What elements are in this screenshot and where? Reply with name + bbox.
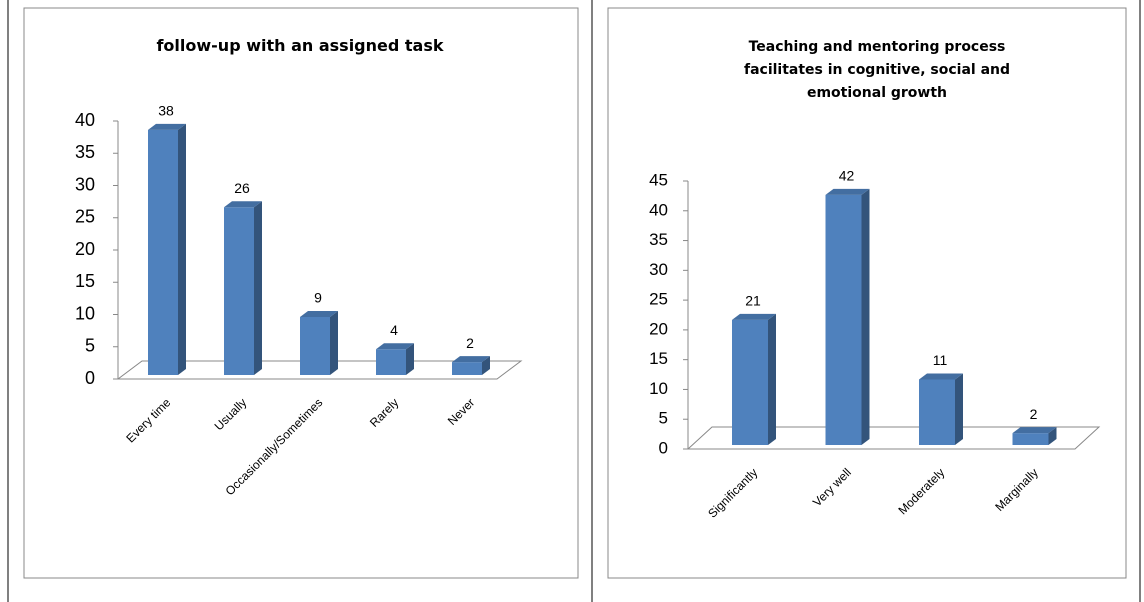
y-tick-label: 35 <box>75 142 95 162</box>
y-tick-label: 40 <box>649 200 668 219</box>
bar-side <box>861 188 870 445</box>
bar-front <box>224 207 254 375</box>
y-tick-label: 25 <box>75 207 95 227</box>
bar-top <box>224 201 262 208</box>
chart-title: follow-up with an assigned task <box>156 36 444 55</box>
bar-top <box>148 123 186 130</box>
bar-top <box>376 343 414 350</box>
bar-front <box>376 349 406 375</box>
x-tick-label: Every time <box>123 395 173 445</box>
bar-side <box>254 201 262 375</box>
value-label: 4 <box>390 322 398 338</box>
chart-frame <box>607 7 1127 579</box>
bar-front <box>300 316 330 375</box>
y-tick-label: 30 <box>75 174 95 194</box>
x-tick-label: Rarely <box>367 395 401 429</box>
y-tick-label: 45 <box>649 170 668 189</box>
bar-front <box>825 194 862 445</box>
bar <box>224 201 262 375</box>
floor <box>116 360 523 380</box>
y-tick-label: 0 <box>85 368 95 388</box>
bar-side <box>1048 427 1057 445</box>
value-label: 9 <box>314 290 322 306</box>
bar-side <box>178 123 186 376</box>
bar-top <box>452 356 490 363</box>
bar-side <box>768 313 776 445</box>
bar-side <box>482 356 490 375</box>
y-tick-label: 20 <box>649 319 668 338</box>
value-label: 38 <box>158 103 174 119</box>
y-tick-label: 5 <box>85 336 95 356</box>
y-tick-label: 0 <box>659 438 668 457</box>
y-tick-label: 10 <box>75 303 95 323</box>
value-label: 11 <box>933 352 948 368</box>
x-tick-label: Moderately <box>895 465 947 517</box>
bar <box>732 313 776 445</box>
bar-top <box>919 373 963 380</box>
x-tick-label: Never <box>445 395 478 428</box>
value-label: 42 <box>839 168 855 184</box>
bar <box>919 373 963 445</box>
x-tick-label: Significantly <box>705 465 760 520</box>
y-tick-label: 15 <box>649 349 668 368</box>
value-label: 2 <box>1030 406 1038 422</box>
bar-top <box>825 188 870 195</box>
chart-title: Teaching and mentoring process facilitat… <box>743 39 1011 101</box>
bar <box>452 356 490 375</box>
bar-side <box>406 343 414 375</box>
y-tick-label: 25 <box>649 290 668 309</box>
y-tick-label: 5 <box>659 409 668 428</box>
value-label: 26 <box>234 180 250 196</box>
bar-front <box>452 362 482 375</box>
x-tick-label: Usually <box>212 395 250 433</box>
bar-front <box>732 319 768 445</box>
chart-frame <box>23 7 579 579</box>
bar-top <box>732 313 776 320</box>
x-tick-label: Marginally <box>992 465 1041 514</box>
y-tick-label: 30 <box>649 260 668 279</box>
value-label: 2 <box>466 335 474 351</box>
bar-top <box>1012 427 1057 434</box>
bar-side <box>955 373 963 445</box>
bar-front <box>148 129 178 375</box>
bar <box>825 188 870 445</box>
bar-side <box>330 310 338 375</box>
y-tick-label: 10 <box>649 379 668 398</box>
y-tick-label: 40 <box>75 110 95 130</box>
y-tick-label: 20 <box>75 239 95 259</box>
bar-front <box>919 379 955 445</box>
x-tick-label: Very well <box>810 465 854 509</box>
bar <box>300 310 338 375</box>
y-tick-label: 35 <box>649 230 668 249</box>
bar <box>1012 427 1057 445</box>
bar <box>376 343 414 375</box>
bar-top <box>300 310 338 317</box>
y-tick-label: 15 <box>75 271 95 291</box>
value-label: 21 <box>745 293 761 309</box>
floor <box>686 426 1101 450</box>
bar-front <box>1012 433 1049 445</box>
bar <box>148 123 186 376</box>
